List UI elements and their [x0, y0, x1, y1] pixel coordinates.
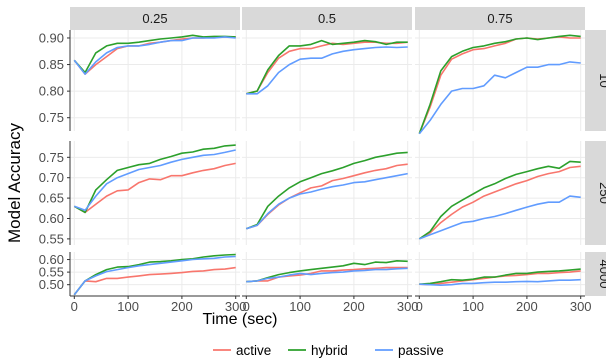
series-line-active: [418, 165, 581, 240]
row-strip-label: 250: [597, 182, 606, 204]
series-line-passive: [246, 172, 408, 230]
column-strip-label: 0.75: [487, 11, 512, 26]
row-strip-bg: [585, 141, 606, 245]
y-tick-label: 0.55: [39, 265, 64, 280]
series-line-hybrid: [246, 151, 408, 230]
facet-panels: 0.25 0.5 0.75100.750.800.850.902500.550.60…: [39, 7, 606, 314]
facet-panel: [69, 252, 240, 297]
series-line-hybrid: [246, 259, 408, 283]
column-strip-bg: [415, 7, 585, 30]
x-tick-label: 100: [462, 299, 484, 314]
facet-panel: [415, 252, 585, 297]
facet-panel: [242, 30, 412, 131]
column-strip-bg: [70, 7, 240, 30]
x-tick-label: 300: [397, 299, 419, 314]
facet-panel: [242, 252, 412, 297]
facet-panel: [69, 141, 240, 245]
facet-panel: [242, 141, 412, 245]
y-tick-label: 0.65: [39, 191, 64, 206]
row-strip-label: 4000: [597, 260, 606, 289]
column-strip-label: 0.25: [142, 11, 167, 26]
x-tick-label: 100: [117, 299, 139, 314]
x-tick-label: 300: [570, 299, 592, 314]
series-line-active: [73, 162, 236, 214]
x-tick-label: 100: [289, 299, 311, 314]
column-strip-bg: [242, 7, 412, 30]
series-line-passive: [246, 267, 408, 283]
x-axis-title: Time (sec): [203, 311, 278, 328]
legend: active hybrid passive: [213, 343, 444, 358]
series-line-hybrid: [73, 144, 236, 214]
series-line-passive: [418, 61, 581, 135]
x-tick-label: 0: [71, 299, 78, 314]
y-tick-label: 0.75: [39, 150, 64, 165]
series-line-active: [246, 266, 408, 283]
series-line-hybrid: [418, 34, 581, 134]
y-axis-title: Model Accuracy: [5, 123, 24, 243]
legend-label-active: active: [236, 343, 271, 358]
facet-panel: [415, 141, 585, 245]
panel-background: [70, 30, 240, 131]
series-line-passive: [74, 149, 236, 212]
series-line-hybrid: [246, 39, 408, 95]
x-tick-label: 300: [225, 299, 247, 314]
facet-panel: [69, 30, 240, 131]
series-line-passive: [73, 255, 236, 296]
x-tick-label: 200: [171, 299, 193, 314]
x-tick-label: 0: [416, 299, 423, 314]
x-tick-label: 200: [516, 299, 538, 314]
series-line-passive: [419, 278, 581, 287]
panel-background: [242, 252, 412, 296]
series-line-passive: [73, 36, 236, 75]
row-strip-bg: [585, 252, 606, 296]
series-line-passive: [246, 46, 408, 95]
column-strip-label: 0.5: [318, 11, 336, 26]
series-line-hybrid: [73, 34, 236, 74]
x-tick-label: 200: [343, 299, 365, 314]
facet-panel: [415, 30, 585, 135]
series-line-passive: [419, 195, 581, 240]
series-line-active: [73, 266, 236, 296]
y-tick-label: 0.75: [39, 110, 64, 125]
row-strip-label: 10: [597, 73, 606, 87]
panel-background: [415, 252, 585, 296]
y-tick-label: 0.50: [39, 277, 64, 292]
y-tick-label: 0.90: [39, 30, 64, 45]
row-strip-bg: [585, 30, 606, 131]
panel-background: [415, 141, 585, 245]
y-tick-label: 0.85: [39, 57, 64, 72]
legend-label-hybrid: hybrid: [311, 343, 348, 358]
panel-background: [70, 141, 240, 245]
series-line-hybrid: [73, 253, 236, 296]
legend-label-passive: passive: [398, 343, 444, 358]
y-tick-label: 0.55: [39, 231, 64, 246]
panel-background: [415, 30, 585, 131]
y-tick-label: 0.60: [39, 211, 64, 226]
y-tick-label: 0.70: [39, 170, 64, 185]
series-line-hybrid: [419, 268, 581, 285]
x-tick-label: 0: [243, 299, 250, 314]
y-tick-label: 0.80: [39, 84, 64, 99]
y-tick-label: 0.60: [39, 252, 64, 267]
series-line-hybrid: [418, 160, 581, 240]
panel-background: [242, 141, 412, 245]
